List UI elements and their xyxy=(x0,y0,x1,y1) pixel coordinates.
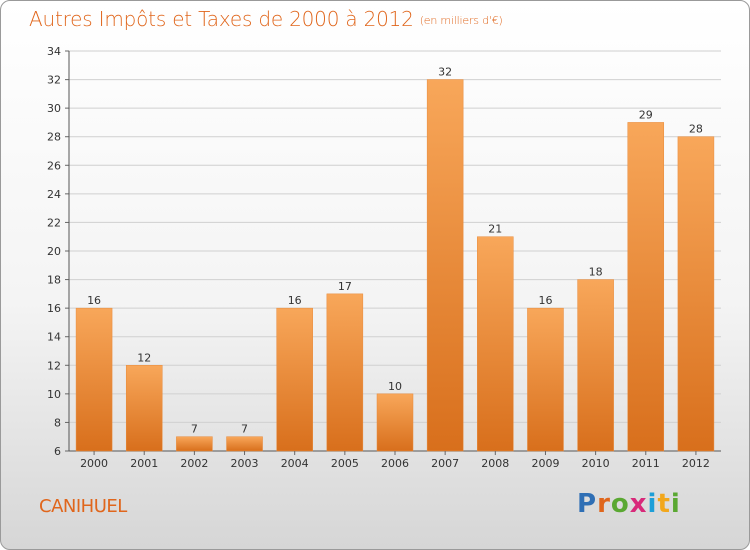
y-tick-label: 32 xyxy=(47,74,61,87)
bar[interactable] xyxy=(426,79,464,452)
chart-title: Autres Impôts et Taxes de 2000 à 2012 (en… xyxy=(29,7,503,31)
y-tick-label: 26 xyxy=(47,159,61,172)
y-tick-label: 8 xyxy=(54,416,61,429)
y-tick-label: 12 xyxy=(47,359,61,372)
y-tick-label: 24 xyxy=(47,188,61,201)
data-label: 7 xyxy=(191,423,198,436)
logo-letter: i xyxy=(647,489,658,519)
y-tick-label: 22 xyxy=(47,216,61,229)
data-label: 7 xyxy=(241,423,248,436)
logo-letter: i xyxy=(670,489,681,519)
x-tick-label: 2012 xyxy=(682,457,710,470)
logo-letter: r xyxy=(597,489,611,519)
x-tick-label: 2008 xyxy=(481,457,509,470)
data-label: 16 xyxy=(87,294,101,307)
data-label: 32 xyxy=(438,66,452,79)
x-tick-label: 2007 xyxy=(431,457,459,470)
bar[interactable] xyxy=(125,365,163,452)
bar[interactable] xyxy=(376,393,414,452)
x-tick-label: 2009 xyxy=(531,457,559,470)
x-tick-label: 2001 xyxy=(130,457,158,470)
data-label: 17 xyxy=(338,280,352,293)
data-label: 18 xyxy=(589,266,603,279)
data-label: 16 xyxy=(538,294,552,307)
x-tick-label: 2002 xyxy=(180,457,208,470)
y-tick-label: 30 xyxy=(47,102,61,115)
y-tick-label: 18 xyxy=(47,274,61,287)
logo-letter: x xyxy=(629,489,648,519)
bar[interactable] xyxy=(75,307,113,452)
x-tick-label: 2004 xyxy=(281,457,309,470)
x-tick-label: 2000 xyxy=(80,457,108,470)
bar[interactable] xyxy=(176,436,213,452)
proxiti-logo[interactable]: Proxiti xyxy=(577,489,681,519)
x-tick-label: 2011 xyxy=(632,457,660,470)
commune-name: CANIHUEL xyxy=(39,496,127,517)
y-tick-label: 16 xyxy=(47,302,61,315)
bar[interactable] xyxy=(477,236,514,452)
y-tick-labels: 6 8 10 12 14 16 18 20 22 24 26 28 30 32 34 xyxy=(47,45,61,458)
bar[interactable] xyxy=(627,122,665,452)
data-label: 29 xyxy=(639,108,653,121)
data-label: 21 xyxy=(488,223,502,236)
y-tick-label: 34 xyxy=(47,45,61,58)
x-tick-label: 2003 xyxy=(231,457,259,470)
bar[interactable] xyxy=(226,436,263,452)
y-tick-label: 20 xyxy=(47,245,61,258)
x-tick-label: 2006 xyxy=(381,457,409,470)
data-label: 12 xyxy=(137,351,151,364)
bar[interactable] xyxy=(577,279,614,452)
bars xyxy=(75,79,715,452)
y-tick-label: 28 xyxy=(47,131,61,144)
chart-subtitle: (en milliers d'€) xyxy=(419,14,503,27)
x-tick-labels: 2000 2001 2002 2003 2004 2005 2006 2007 2008 2009… xyxy=(80,451,710,470)
data-label: 16 xyxy=(288,294,302,307)
logo-letter: t xyxy=(657,489,671,519)
x-tick-label: 2005 xyxy=(331,457,359,470)
logo-letter: P xyxy=(577,489,598,519)
logo-letter: o xyxy=(610,489,630,519)
bar[interactable] xyxy=(276,307,313,452)
bar[interactable] xyxy=(326,293,364,452)
value-labels: 16 12 7 7 16 17 10 32 21 16 18 29 28 xyxy=(87,66,703,436)
y-tick-label: 6 xyxy=(54,445,61,458)
bar[interactable] xyxy=(677,136,715,452)
x-tick-label: 2010 xyxy=(582,457,610,470)
y-tick-label: 14 xyxy=(47,331,61,344)
data-label: 28 xyxy=(689,123,703,136)
y-tick-label: 10 xyxy=(47,388,61,401)
data-label: 10 xyxy=(388,380,402,393)
bar[interactable] xyxy=(527,307,564,452)
title-text: Autres Impôts et Taxes de 2000 à 2012 xyxy=(29,7,414,31)
